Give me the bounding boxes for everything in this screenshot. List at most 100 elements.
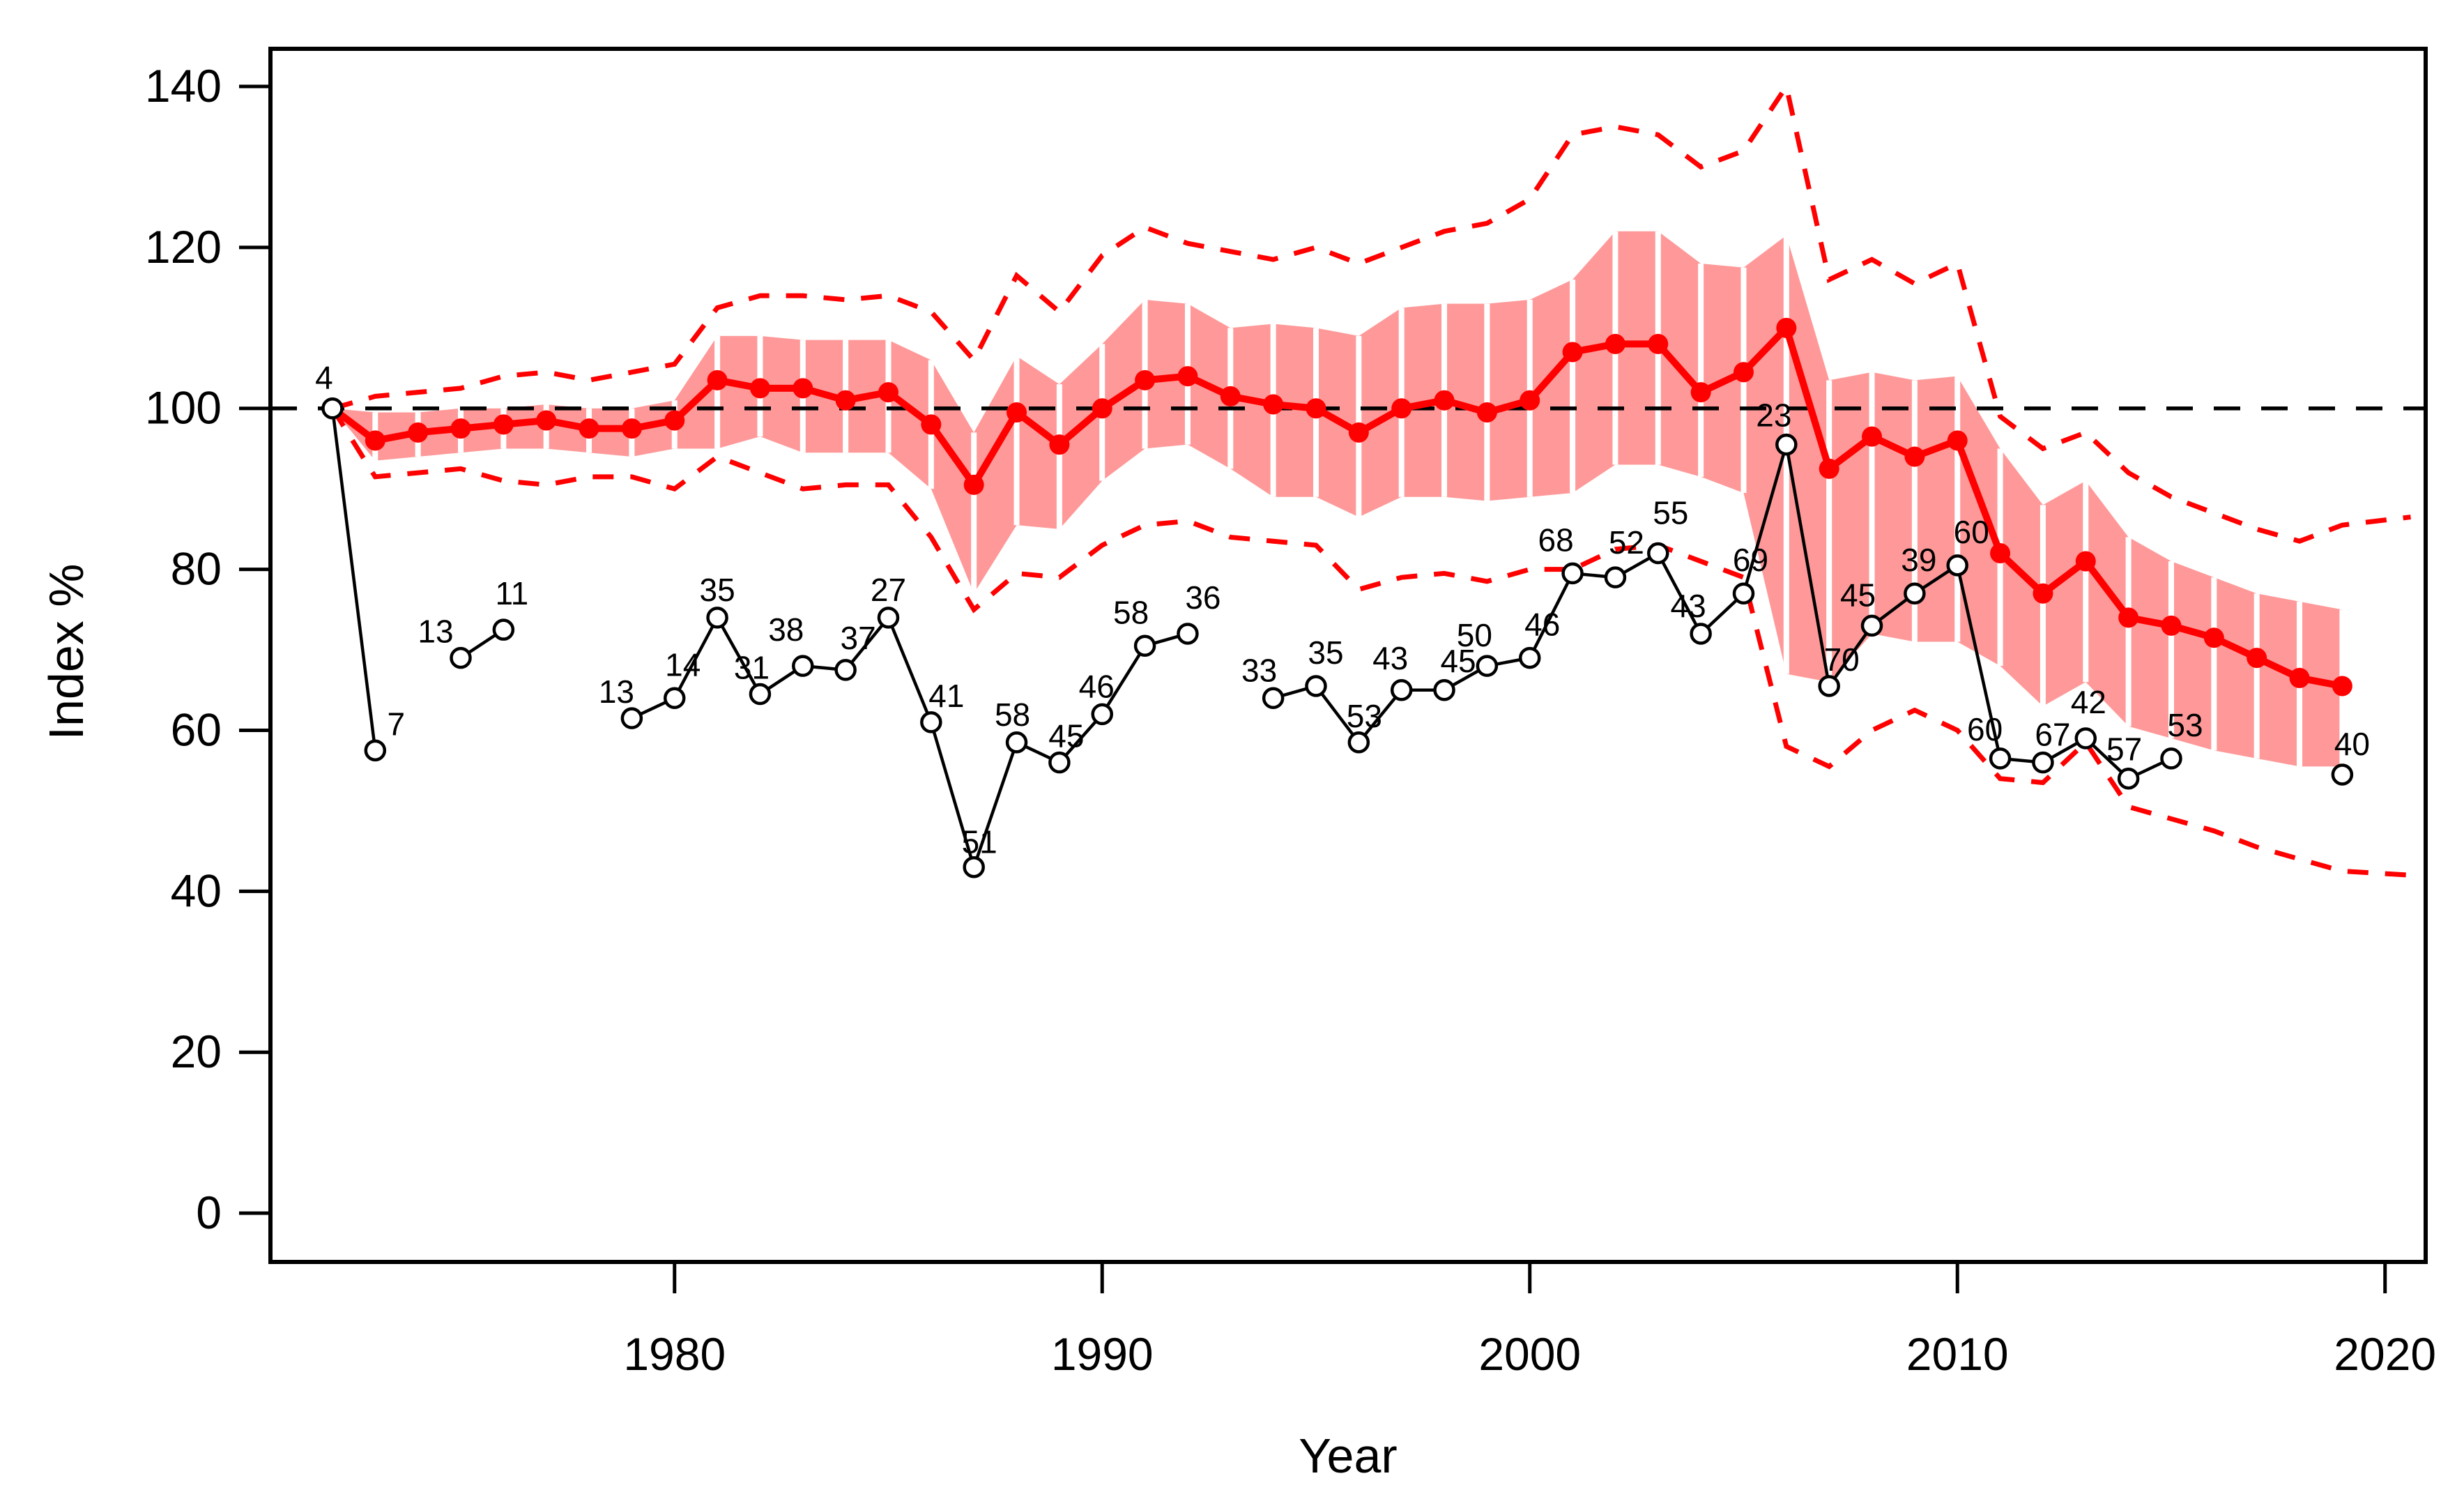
count-label: 39	[1901, 542, 1936, 578]
count-label: 50	[1457, 617, 1492, 653]
x-tick-label: 1980	[623, 1328, 726, 1380]
count-label: 13	[418, 614, 453, 650]
count-point	[920, 711, 942, 733]
count-point	[1647, 542, 1669, 565]
index-point	[2203, 627, 2224, 648]
index-point	[1904, 446, 1925, 467]
index-point	[1306, 398, 1326, 419]
count-point	[321, 397, 344, 420]
count-point	[1005, 731, 1028, 754]
count-point	[1989, 747, 2012, 770]
count-label: 58	[995, 697, 1030, 733]
count-label: 52	[1609, 524, 1644, 561]
count-label: 67	[2035, 717, 2070, 753]
count-point	[1946, 554, 1968, 577]
index-point	[493, 414, 514, 435]
index-point	[835, 390, 856, 411]
count-label: 46	[1524, 607, 1560, 643]
count-point	[1177, 623, 1199, 645]
index-point	[408, 422, 429, 443]
count-label: 69	[1733, 542, 1768, 578]
count-label: 31	[734, 650, 770, 686]
count-line-segment	[330, 408, 377, 751]
index-point	[921, 414, 942, 435]
ci-lower-line	[330, 406, 2411, 878]
index-point	[1049, 434, 1070, 455]
count-label: 43	[1372, 640, 1408, 676]
count-point	[450, 646, 472, 669]
index-point	[2289, 667, 2310, 688]
count-point	[364, 739, 387, 762]
count-point	[1390, 679, 1413, 701]
x-axis-title: Year	[1299, 1429, 1398, 1483]
index-point	[1220, 386, 1241, 406]
count-label: 7	[388, 706, 406, 742]
count-label: 43	[1671, 588, 1706, 624]
count-point	[1433, 679, 1455, 701]
count-point	[664, 687, 686, 710]
count-point	[1133, 634, 1156, 657]
index-point	[1605, 333, 1625, 354]
count-label: 23	[1756, 397, 1791, 434]
axis-ticks-and-labels: 1980 1990 2000 2010 2020 0 20 40 60 80 100 120 140	[145, 60, 2436, 1380]
count-point	[620, 707, 643, 729]
index-point	[365, 430, 385, 451]
count-label: 4	[315, 360, 333, 396]
index-point	[536, 410, 557, 431]
index-point	[1135, 370, 1156, 390]
index-point	[1348, 422, 1369, 443]
index-point	[1562, 342, 1583, 363]
count-point	[1690, 623, 1712, 645]
count-point	[1561, 562, 1584, 585]
count-label: 38	[768, 611, 804, 648]
plot-border	[268, 47, 2428, 1264]
index-point	[2332, 676, 2352, 697]
index-point	[1092, 398, 1112, 419]
count-point	[1305, 675, 1327, 697]
count-point	[1347, 731, 1370, 754]
count-point	[2074, 727, 2097, 750]
count-point	[1262, 687, 1285, 710]
axes-frame	[268, 47, 2428, 1264]
index-point	[450, 418, 471, 439]
count-point	[1818, 675, 1840, 697]
index-point	[1520, 390, 1540, 411]
count-point	[792, 655, 814, 677]
index-point	[793, 378, 813, 399]
count-label: 60	[1954, 514, 1989, 550]
count-point	[1775, 433, 1798, 456]
y-axis-title: Index %	[39, 563, 93, 740]
count-label: 45	[1840, 577, 1876, 613]
count-label: 68	[1538, 522, 1573, 558]
index-point	[1862, 426, 1883, 447]
count-label: 11	[495, 575, 528, 611]
count-point	[492, 618, 515, 641]
count-point	[2331, 763, 2354, 786]
x-tick-label: 2020	[2334, 1328, 2436, 1380]
count-label: 40	[2334, 726, 2370, 762]
count-label: 13	[599, 674, 634, 710]
y-tick-label: 60	[171, 703, 222, 755]
count-label: 53	[1347, 698, 1382, 734]
count-point	[2117, 767, 2140, 790]
x-tick-label: 2000	[1478, 1328, 1581, 1380]
index-point	[878, 382, 898, 403]
count-point	[1732, 582, 1755, 604]
x-tick-label: 2010	[1906, 1328, 2009, 1380]
x-tick-label: 1990	[1051, 1328, 1154, 1380]
count-label: 45	[1048, 718, 1084, 754]
count-label: 55	[1653, 495, 1688, 531]
index-point	[1690, 382, 1711, 403]
count-label: 37	[841, 620, 876, 656]
index-point	[1391, 398, 1412, 419]
index-point	[1476, 402, 1497, 423]
count-point	[1476, 655, 1499, 677]
count-point	[1091, 703, 1113, 726]
y-tick-label: 20	[171, 1026, 222, 1077]
count-line-segment	[631, 614, 1188, 873]
index-point	[1648, 333, 1669, 354]
confidence-band	[332, 231, 2343, 767]
y-tick-label: 120	[145, 221, 222, 273]
count-label: 27	[871, 572, 906, 608]
